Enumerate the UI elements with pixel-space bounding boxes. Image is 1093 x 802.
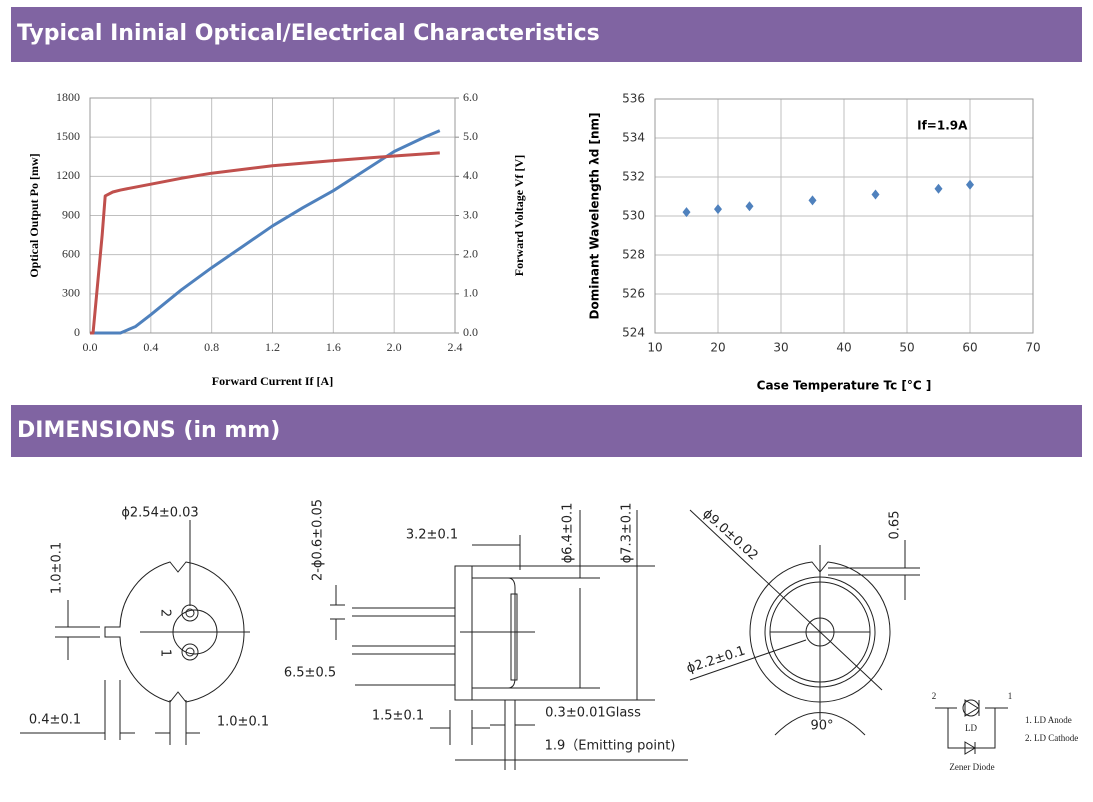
plot-frame (89, 97, 456, 334)
y-tick-label: 1500 (56, 129, 80, 143)
chart: 0 300 600 900 1200 1500 1800 0.0 0.4 0.8 1.2 1.6 2.0… (27, 90, 526, 388)
circuit: 2 1 LD 1. LD Anode 2. LD Cathode Zener D… (932, 691, 1079, 772)
dimension-lines (20, 520, 250, 745)
dimension-lines (330, 510, 688, 770)
dimension-label: 1.0±0.1 (50, 542, 65, 594)
y-tick-label: 1200 (56, 168, 80, 182)
chart: 524 526 528 530 532 534 536 10 20 30 40 50 60 70 Case … (588, 92, 1041, 393)
component-label: LD (965, 723, 977, 733)
point (934, 183, 943, 194)
pins (352, 607, 455, 655)
x-tick-label: 50 (899, 341, 914, 355)
pin-label: 2 (932, 691, 937, 701)
y-tick-label: 0 (74, 325, 80, 339)
dimension-lines (689, 509, 920, 736)
y2-tick-label: 4.0 (463, 168, 478, 182)
pin-label: 2 (158, 609, 173, 617)
dimension-label: ϕ9.0±0.02 (699, 506, 760, 563)
y-tick-label: 524 (622, 326, 645, 340)
dimension-drawing: ϕ2.54±0.03 1.0±0.1 2 1 0.4±0.1 1.0±0.1 2… (20, 499, 1078, 772)
x-tick-label: 60 (962, 341, 977, 355)
y-tick-label: 526 (622, 287, 645, 301)
x-tick-label: 10 (647, 341, 662, 355)
y2-tick-label: 6.0 (463, 90, 478, 104)
x-tick-label: 1.6 (326, 340, 341, 354)
dimension-label: 0.65 (888, 511, 903, 540)
dimension-label: 3.2±0.1 (406, 528, 458, 543)
y-tick-label: 528 (622, 248, 645, 262)
x-axis-label: Forward Current If [A] (212, 374, 333, 388)
x-tick-label: 0.4 (143, 340, 158, 354)
y-axis-label: Dominant Wavelength λd [nm] (588, 112, 602, 319)
x-tick-label: 20 (710, 341, 725, 355)
dimension-label: 0.3±0.01Glass (545, 706, 641, 721)
dimension-label: ϕ6.4±0.1 (561, 503, 576, 564)
dimension-label: 1.0±0.1 (217, 715, 269, 730)
x-tick-label: 30 (773, 341, 788, 355)
pin-label: 1 (1008, 691, 1013, 701)
pin-label: 1 (158, 649, 173, 657)
dimension-label: ϕ7.3±0.1 (620, 503, 635, 564)
dimension-label: 6.5±0.5 (284, 666, 336, 681)
header-title: DIMENSIONS (in mm) (17, 418, 280, 443)
header-title: Typical Ininial Optical/Electrical Chara… (17, 21, 600, 46)
dimension-label: 0.4±0.1 (29, 713, 81, 728)
y2-tick-label: 2.0 (463, 246, 478, 260)
component-label: Zener Diode (949, 762, 994, 772)
y2-tick-label: 0.0 (463, 325, 478, 339)
x-tick-label: 2.4 (448, 340, 463, 354)
pin (185, 647, 195, 657)
y-tick-label: 534 (622, 131, 645, 145)
point (714, 204, 722, 215)
point (966, 179, 974, 190)
point (745, 201, 754, 212)
y2-tick-label: 5.0 (463, 129, 478, 143)
x-tick-label: 2.0 (387, 340, 402, 354)
y-tick-label: 532 (622, 170, 645, 184)
series-line (90, 151, 440, 335)
y2-axis-label: Forward Voltage Vf [V] (512, 155, 526, 276)
pin (185, 608, 195, 618)
y-tick-label: 300 (62, 286, 80, 300)
point (808, 195, 817, 206)
y-tick-label: 900 (62, 207, 80, 221)
x-tick-label: 70 (1025, 341, 1040, 355)
legend-text: 1. LD Anode (1025, 715, 1072, 725)
x-axis-label: Case Temperature Tc [°C ] (757, 379, 932, 393)
dimension-label: 1.9（Emitting point) (545, 739, 676, 754)
y-tick-label: 600 (62, 246, 80, 260)
y-tick-label: 530 (622, 209, 645, 223)
plot-frame (654, 98, 1034, 334)
dimension-label: ϕ2.2±0.1 (685, 643, 747, 676)
y-axis-label: Optical Output Po [mw] (27, 153, 41, 277)
circuit-lines (935, 699, 1008, 755)
series-line (90, 129, 441, 335)
y2-tick-label: 1.0 (463, 286, 478, 300)
point (871, 189, 880, 200)
legend-text: 2. LD Cathode (1025, 733, 1078, 743)
annotation: If=1.9A (917, 119, 968, 133)
y-tick-label: 1800 (56, 90, 80, 104)
cap (472, 577, 516, 689)
x-tick-label: 1.2 (265, 340, 280, 354)
dimension-label: 90° (810, 719, 833, 734)
window (510, 593, 518, 681)
y2-tick-label: 3.0 (463, 207, 478, 221)
dimension-label: 1.5±0.1 (372, 709, 424, 724)
header-bar (11, 405, 1082, 457)
flange (454, 565, 473, 701)
y-tick-label: 536 (622, 92, 645, 106)
point (682, 207, 691, 218)
pin (181, 643, 199, 661)
x-tick-label: 0.8 (204, 340, 219, 354)
x-tick-label: 0.0 (83, 340, 98, 354)
cap-outline (749, 561, 891, 703)
x-tick-label: 40 (836, 341, 851, 355)
dimension-label: 2-ϕ0.6±0.05 (311, 499, 326, 581)
header-bar (11, 7, 1082, 62)
dimension-label: ϕ2.54±0.03 (121, 506, 198, 521)
